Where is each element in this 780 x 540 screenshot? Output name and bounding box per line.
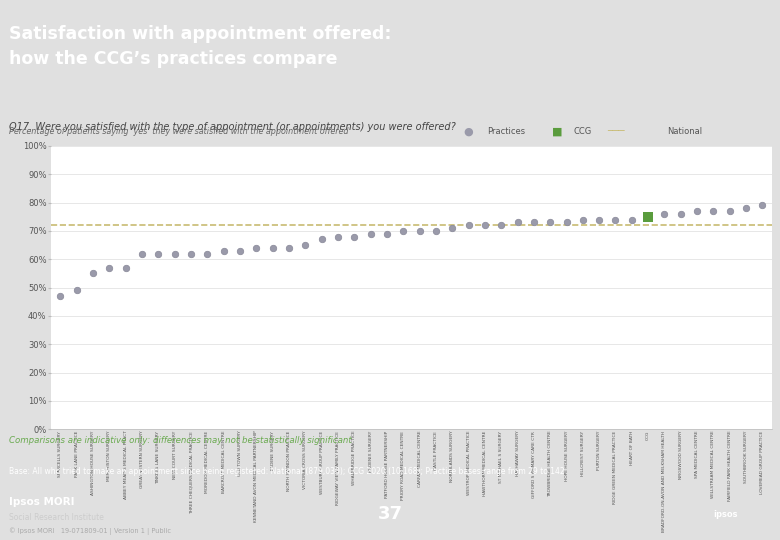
Point	[593, 215, 605, 224]
Point	[512, 218, 524, 227]
Point	[185, 249, 197, 258]
Point	[348, 232, 360, 241]
Text: National: National	[667, 127, 702, 136]
Point	[626, 215, 638, 224]
Point	[315, 235, 328, 244]
Point	[463, 221, 475, 230]
Point	[675, 210, 687, 218]
Text: Percentage of patients saying ‘yes’ they were satisfied with the appointment off: Percentage of patients saying ‘yes’ they…	[9, 127, 349, 136]
Point	[364, 230, 377, 238]
Point	[740, 204, 753, 212]
Text: ■: ■	[552, 126, 563, 136]
Point	[756, 201, 768, 210]
Text: Q17. Were you satisfied with the type of appointment (or appointments) you were : Q17. Were you satisfied with the type of…	[9, 122, 456, 132]
Point	[119, 264, 132, 272]
Point	[267, 244, 279, 252]
Point	[397, 227, 410, 235]
Point	[299, 241, 311, 249]
Point	[479, 221, 491, 230]
Point	[381, 230, 393, 238]
Text: © Ipsos MORI   19-071809-01 | Version 1 | Public: © Ipsos MORI 19-071809-01 | Version 1 | …	[9, 528, 172, 535]
Text: Social Research Institute: Social Research Institute	[9, 514, 105, 522]
Point	[70, 286, 83, 295]
Point	[201, 249, 214, 258]
Point	[234, 246, 246, 255]
Point	[560, 218, 573, 227]
Point	[168, 249, 181, 258]
Point	[152, 249, 165, 258]
Point	[250, 244, 263, 252]
Point	[413, 227, 426, 235]
Text: ───: ───	[608, 126, 625, 136]
Point	[55, 292, 67, 300]
Point	[430, 227, 442, 235]
Point	[658, 210, 671, 218]
Point	[446, 224, 459, 232]
Text: Comparisons are indicative only: differences may not be statistically significan: Comparisons are indicative only: differe…	[9, 436, 352, 446]
Point	[691, 207, 704, 215]
Point	[495, 221, 508, 230]
Text: ipsos: ipsos	[713, 510, 738, 519]
Point	[283, 244, 296, 252]
Point	[544, 218, 556, 227]
Point	[642, 212, 654, 221]
Point	[87, 269, 99, 278]
Text: CCG: CCG	[573, 127, 591, 136]
Point	[103, 264, 115, 272]
Point	[707, 207, 720, 215]
Point	[609, 215, 622, 224]
Point	[527, 218, 540, 227]
Text: ●: ●	[463, 126, 473, 136]
Point	[724, 207, 736, 215]
Point	[136, 249, 148, 258]
Text: 37: 37	[378, 504, 402, 523]
Point	[218, 246, 230, 255]
Text: Satisfaction with appointment offered:
how the CCG’s practices compare: Satisfaction with appointment offered: h…	[9, 25, 392, 68]
Text: Practices: Practices	[488, 127, 526, 136]
Point	[332, 232, 344, 241]
Text: Ipsos MORI: Ipsos MORI	[9, 497, 75, 507]
Text: Base: All who tried to make an appointment since being registered: National (879: Base: All who tried to make an appointme…	[9, 467, 565, 476]
Point	[576, 215, 589, 224]
